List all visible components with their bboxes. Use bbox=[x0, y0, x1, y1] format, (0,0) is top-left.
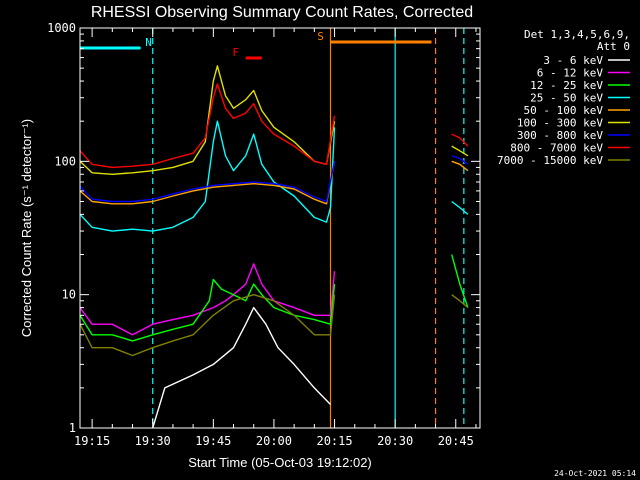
series-line-3 bbox=[451, 200, 469, 215]
x-axis-label: Start Time (05-Oct-03 19:12:02) bbox=[188, 455, 372, 470]
x-tick-label: 20:00 bbox=[256, 434, 292, 448]
annotation-label-f: F bbox=[232, 46, 239, 59]
legend-header: Det 1,3,4,5,6,9, bbox=[524, 28, 630, 41]
y-tick-label: 1 bbox=[69, 421, 76, 435]
x-tick-label: 20:45 bbox=[438, 434, 474, 448]
series-line-7 bbox=[451, 133, 469, 147]
legend-label: 25 - 50 keV bbox=[530, 92, 603, 105]
series-line-8 bbox=[451, 294, 469, 309]
series-line-4 bbox=[451, 160, 469, 172]
series-line-1 bbox=[79, 263, 336, 336]
legend-label: 6 - 12 keV bbox=[537, 67, 604, 80]
plot-frame bbox=[79, 27, 481, 429]
legend-label: 100 - 300 keV bbox=[517, 117, 603, 130]
series-group bbox=[79, 65, 469, 429]
x-tick-label: 19:15 bbox=[74, 434, 110, 448]
series-line-4 bbox=[79, 161, 336, 205]
timestamp: 24-Oct-2021 05:14 bbox=[554, 469, 636, 478]
legend-label: 50 - 100 keV bbox=[524, 104, 604, 117]
series-line-6 bbox=[79, 161, 336, 203]
y-tick-label: 1000 bbox=[47, 21, 76, 35]
series-line-6 bbox=[451, 155, 469, 165]
x-tick-label: 19:45 bbox=[195, 434, 231, 448]
legend-header: Att 0 bbox=[597, 40, 630, 53]
series-line-2 bbox=[451, 254, 469, 308]
series-line-7 bbox=[79, 83, 336, 169]
series-line-5 bbox=[451, 145, 469, 157]
legend-label: 7000 - 15000 keV bbox=[497, 154, 603, 167]
series-line-3 bbox=[79, 120, 336, 232]
y-tick-label: 10 bbox=[62, 288, 76, 302]
x-tick-label: 19:30 bbox=[135, 434, 171, 448]
annotations: N F S bbox=[80, 28, 465, 428]
annotation-label-s: S bbox=[317, 30, 324, 43]
annotation-label-n: N bbox=[145, 36, 152, 49]
y-tick-label: 100 bbox=[54, 154, 76, 168]
legend-label: 800 - 7000 keV bbox=[510, 142, 603, 155]
legend-label: 3 - 6 keV bbox=[543, 54, 603, 67]
legend-label: 12 - 25 keV bbox=[530, 79, 603, 92]
series-line-0 bbox=[152, 306, 332, 429]
y-axis: 1 10 100 1000 bbox=[47, 21, 480, 435]
y-axis-label: Corrected Count Rate (s⁻¹ detector⁻¹) bbox=[19, 119, 34, 337]
x-tick-label: 20:15 bbox=[316, 434, 352, 448]
legend-label: 300 - 800 keV bbox=[517, 129, 603, 142]
chart-title: RHESSI Observing Summary Count Rates, Co… bbox=[91, 4, 473, 21]
x-axis: 19:15 19:30 19:45 20:00 20:15 20:30 20:45 bbox=[74, 28, 477, 448]
series-line-8 bbox=[79, 294, 336, 357]
x-tick-label: 20:30 bbox=[377, 434, 413, 448]
series-line-5 bbox=[79, 65, 336, 175]
